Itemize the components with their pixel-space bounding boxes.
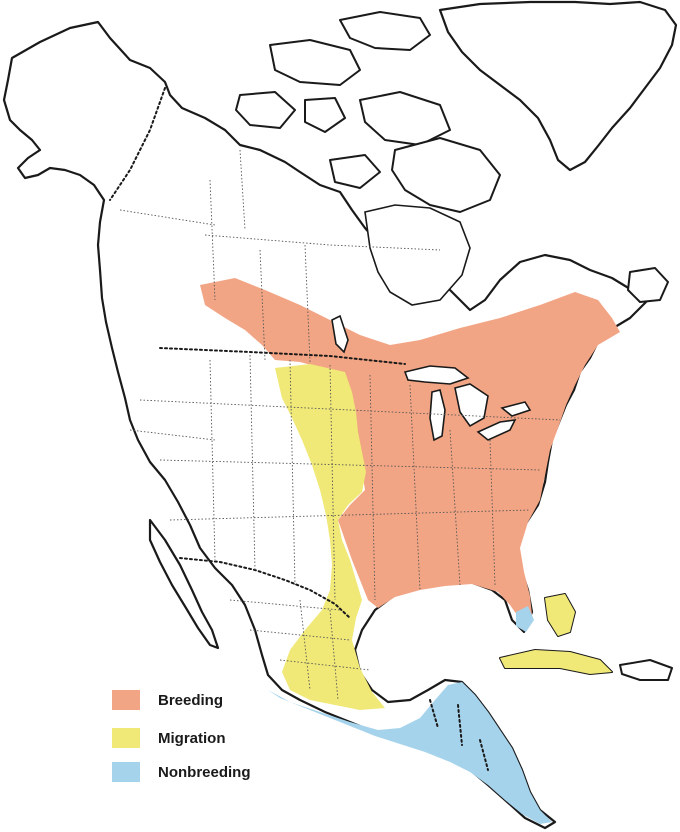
arctic-island-5 <box>304 97 346 133</box>
lake-michigan <box>429 389 446 442</box>
legend-label-migration: Migration <box>158 729 226 747</box>
lake-winnipeg <box>331 314 349 354</box>
newfoundland <box>627 267 669 303</box>
arctic-island-4 <box>235 91 296 129</box>
range-nonbreeding-area <box>268 682 552 824</box>
legend-swatch-nonbreeding <box>112 762 140 782</box>
greenland <box>438 0 678 172</box>
mexico-state-borders <box>229 599 371 701</box>
alaska-canada-border <box>109 87 166 201</box>
arctic-island-3 <box>359 91 451 146</box>
arctic-island-1 <box>269 39 361 86</box>
legend-item-migration: Migration <box>112 726 226 750</box>
us-canada-border <box>159 347 406 365</box>
central-america-borders <box>429 699 489 771</box>
legend-label-breeding: Breeding <box>158 691 224 709</box>
us-mexico-border <box>179 557 351 619</box>
legend-item-breeding: Breeding <box>112 688 223 712</box>
baffin-island <box>391 137 501 213</box>
range-breeding-area <box>200 278 620 622</box>
province-borders <box>119 149 441 363</box>
lake-erie <box>476 419 517 441</box>
hudson-bay <box>364 204 471 306</box>
lake-ontario <box>500 401 532 417</box>
state-borders <box>129 354 561 601</box>
range-migration-cuba <box>500 650 612 674</box>
hispaniola <box>619 659 673 681</box>
range-migration-area <box>275 364 385 710</box>
arctic-island-2 <box>339 11 431 51</box>
baja-california <box>148 518 220 650</box>
legend-item-nonbreeding: Nonbreeding <box>112 760 251 784</box>
legend-label-nonbreeding: Nonbreeding <box>158 763 251 781</box>
legend-swatch-migration <box>112 728 140 748</box>
lake-superior <box>403 365 470 385</box>
range-nonbreeding-florida <box>516 606 534 632</box>
southampton-island <box>329 154 381 189</box>
lake-huron <box>454 383 489 428</box>
legend-swatch-breeding <box>112 690 140 710</box>
range-migration-bahamas <box>545 594 575 636</box>
